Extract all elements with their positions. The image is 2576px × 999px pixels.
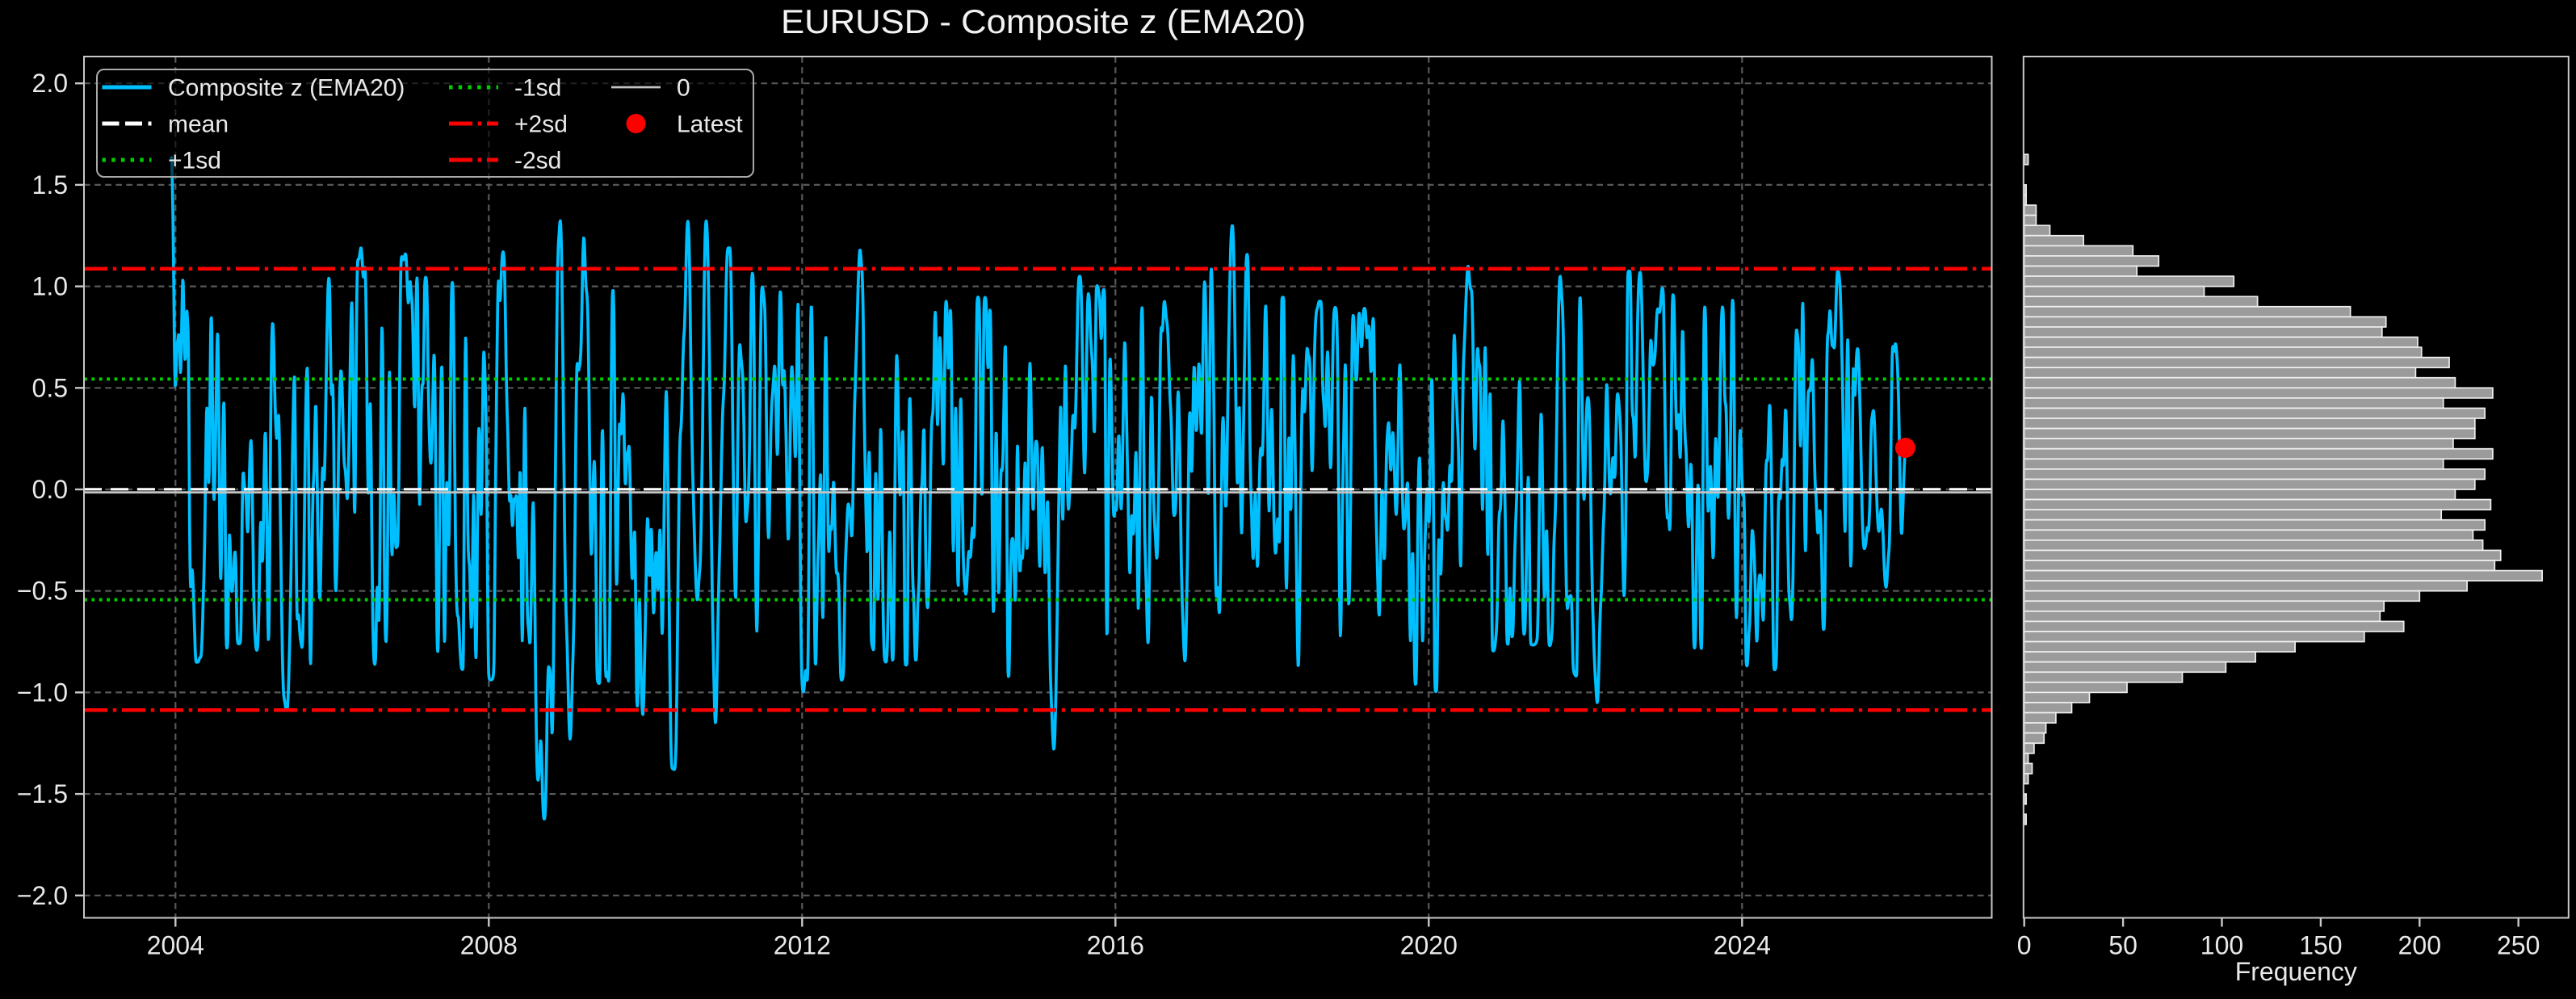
svg-text:Frequency: Frequency <box>2235 957 2357 986</box>
svg-text:2008: 2008 <box>460 931 518 960</box>
svg-text:+2sd: +2sd <box>514 111 568 138</box>
svg-text:2020: 2020 <box>1400 931 1458 960</box>
svg-text:1.5: 1.5 <box>32 170 68 199</box>
svg-text:250: 250 <box>2497 931 2540 960</box>
svg-text:−1.5: −1.5 <box>17 779 68 808</box>
svg-text:Latest: Latest <box>677 111 743 138</box>
svg-text:50: 50 <box>2108 931 2138 960</box>
svg-text:2012: 2012 <box>774 931 831 960</box>
svg-text:-2sd: -2sd <box>514 148 561 174</box>
svg-text:Composite z (EMA20): Composite z (EMA20) <box>168 75 405 102</box>
svg-text:2004: 2004 <box>147 931 204 960</box>
svg-text:2016: 2016 <box>1087 931 1144 960</box>
svg-text:200: 200 <box>2398 931 2441 960</box>
svg-text:150: 150 <box>2299 931 2342 960</box>
svg-text:0.5: 0.5 <box>32 373 68 402</box>
svg-text:−2.0: −2.0 <box>17 881 68 910</box>
svg-text:−1.0: −1.0 <box>17 678 68 707</box>
svg-text:EURUSD - Composite z (EMA20): EURUSD - Composite z (EMA20) <box>781 2 1306 40</box>
svg-text:−0.5: −0.5 <box>17 577 68 606</box>
svg-text:0: 0 <box>2017 931 2032 960</box>
svg-text:0: 0 <box>677 75 690 102</box>
svg-text:2024: 2024 <box>1714 931 1771 960</box>
svg-text:100: 100 <box>2201 931 2243 960</box>
svg-text:mean: mean <box>168 111 229 138</box>
svg-text:1.0: 1.0 <box>32 272 68 301</box>
svg-text:2.0: 2.0 <box>32 69 68 98</box>
svg-text:-1sd: -1sd <box>514 75 561 102</box>
svg-text:+1sd: +1sd <box>168 148 221 174</box>
svg-text:0.0: 0.0 <box>32 475 68 504</box>
